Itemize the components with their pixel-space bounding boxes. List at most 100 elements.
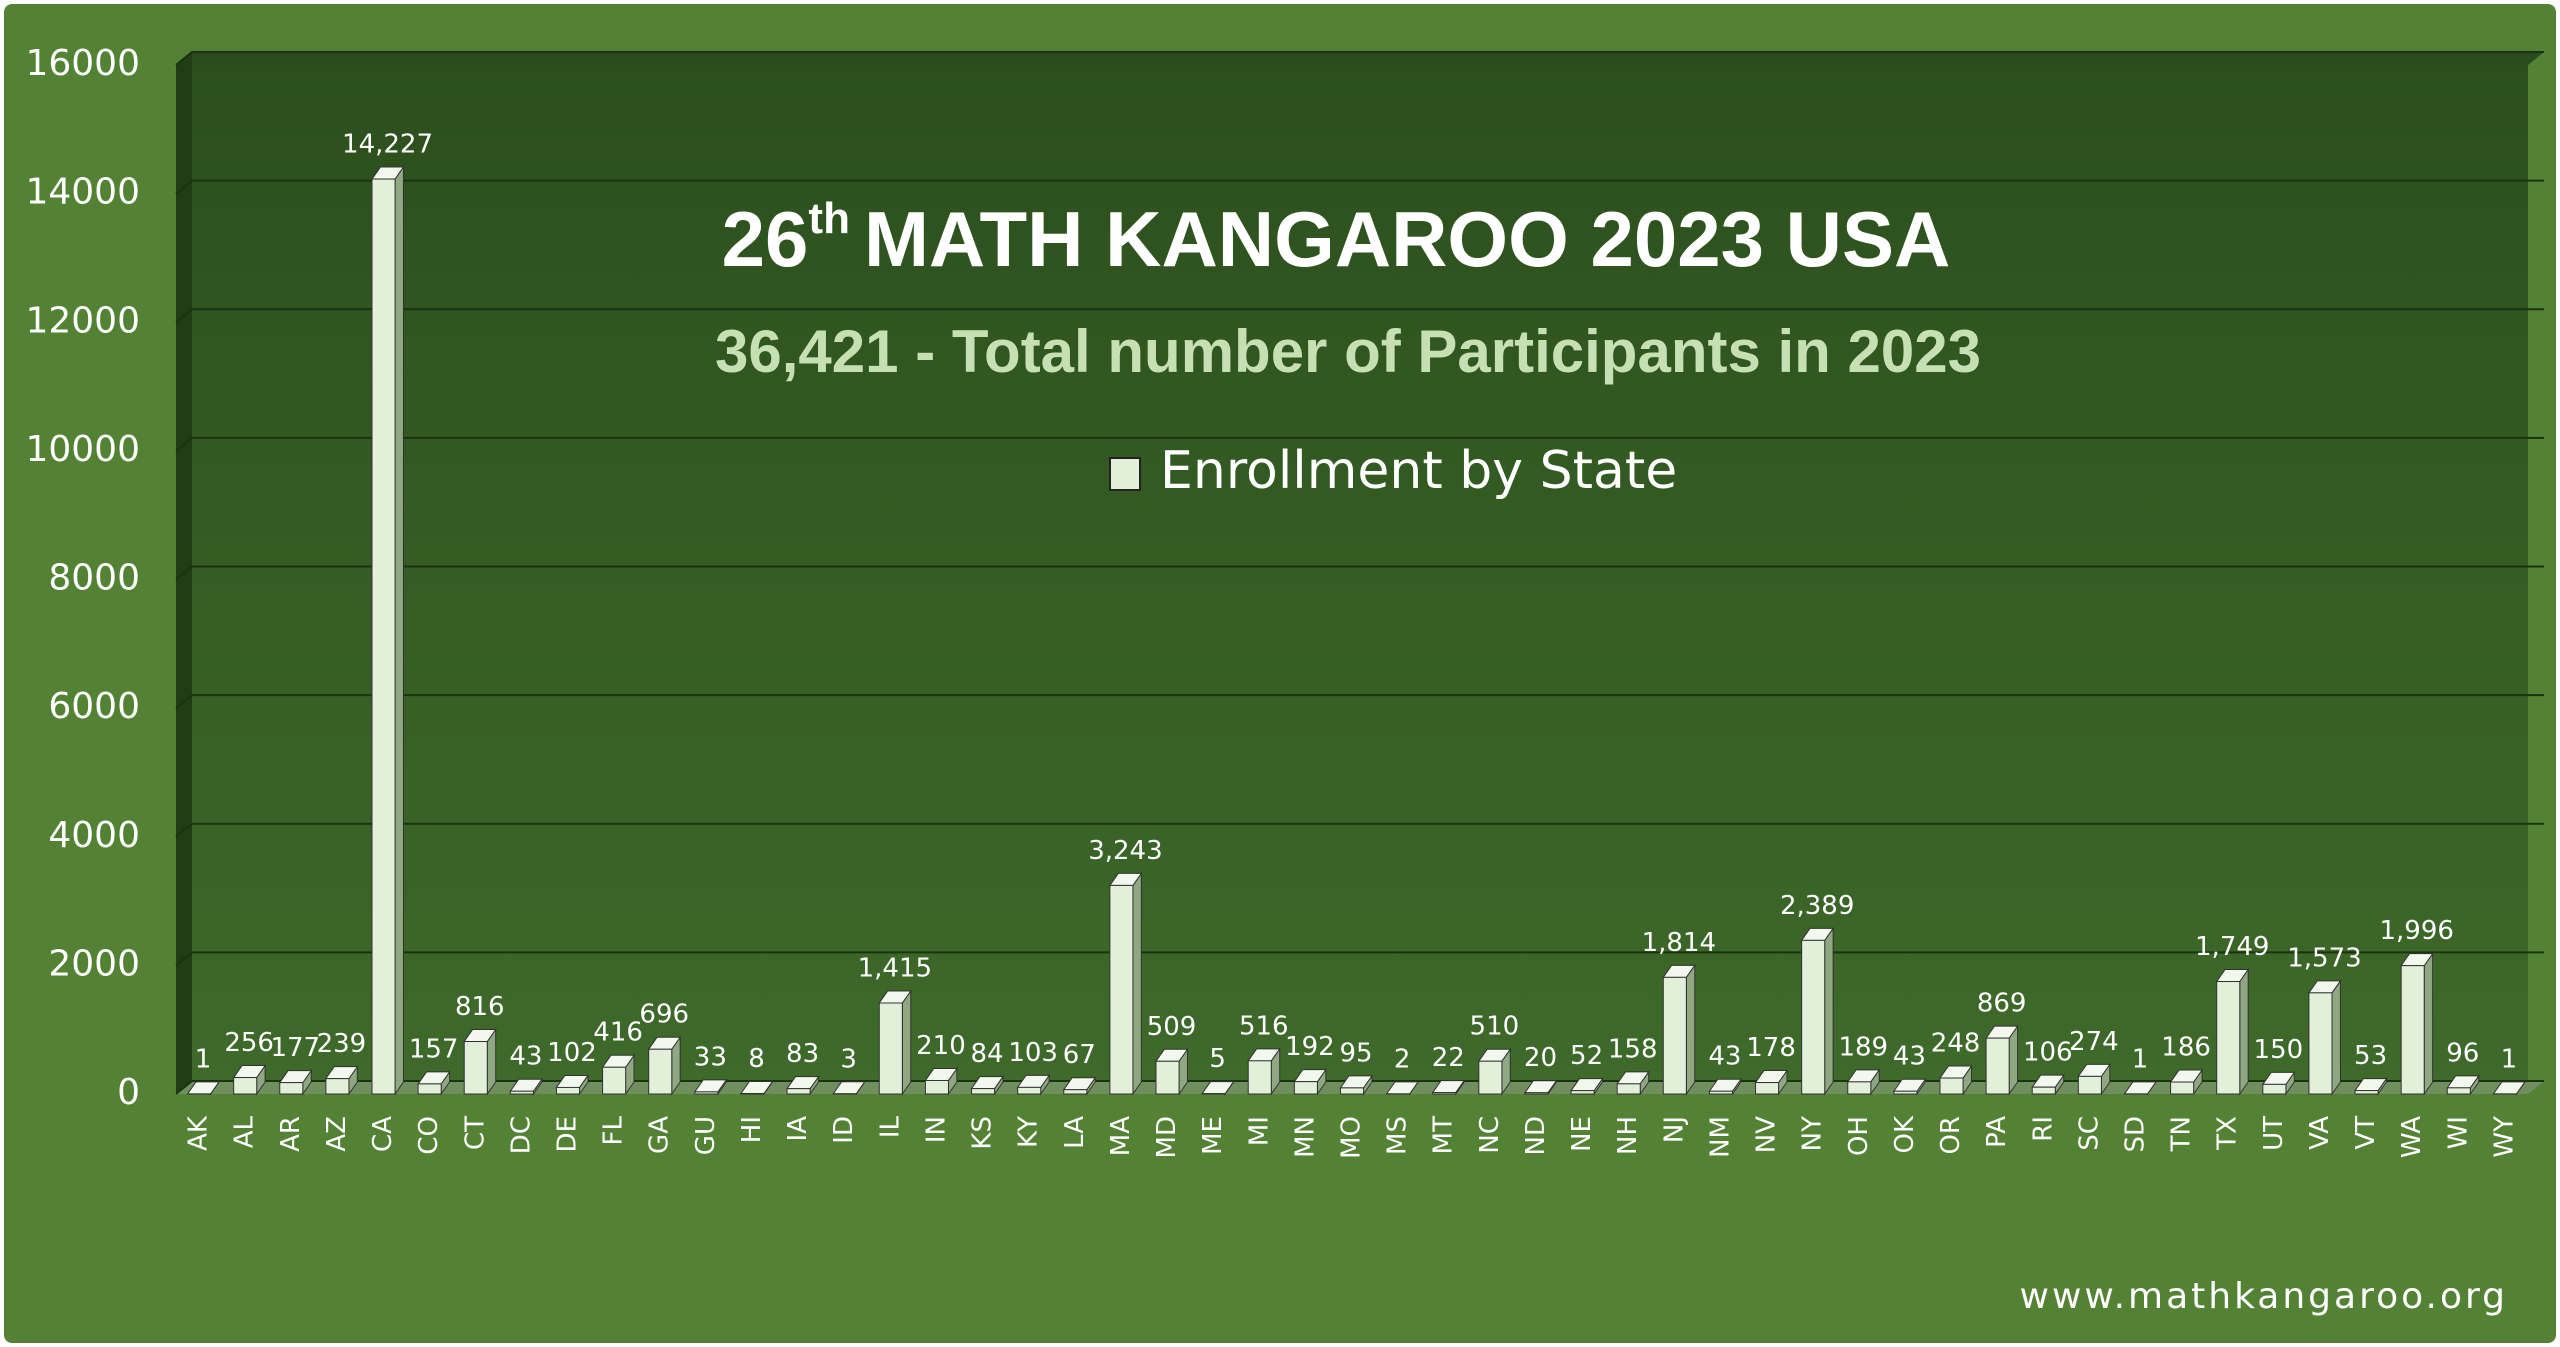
value-label: 516	[1239, 1011, 1289, 1041]
bar	[2262, 1083, 2287, 1095]
x-tick-label: NE	[1567, 1116, 1597, 1152]
bar-side	[1685, 963, 1696, 1096]
x-tick-label: CO	[414, 1116, 444, 1155]
value-label: 2	[1394, 1044, 1411, 1074]
bar	[1017, 1086, 1042, 1095]
chart-subtitle: 36,421 - Total number of Participants in…	[715, 318, 1981, 385]
x-tick-label: VA	[2305, 1116, 2335, 1150]
x-tick-label: TN	[2167, 1116, 2197, 1152]
bar-side	[394, 165, 404, 1096]
x-tick-label: NV	[1752, 1116, 1782, 1153]
x-tick-label: GU	[691, 1116, 721, 1155]
y-tick-label: 8000	[48, 558, 140, 599]
bar-side	[2239, 967, 2249, 1096]
value-label: 53	[2354, 1041, 2387, 1071]
value-label: 3	[840, 1044, 857, 1074]
value-label: 43	[1893, 1042, 1926, 1072]
value-label: 210	[916, 1031, 966, 1061]
bar	[233, 1077, 258, 1095]
x-tick-label: ME	[1198, 1116, 1228, 1155]
x-tick-label: DE	[553, 1116, 583, 1152]
x-tick-label: IL	[875, 1115, 905, 1138]
x-tick-label: CT	[460, 1116, 490, 1150]
x-tick-label: SC	[2074, 1116, 2104, 1151]
x-tick-label: NC	[1475, 1116, 1505, 1154]
value-label: 22	[1432, 1043, 1465, 1073]
value-label: 177	[270, 1033, 320, 1063]
bar	[1339, 1087, 1365, 1095]
x-tick-label: MA	[1106, 1116, 1136, 1156]
grid-line	[175, 565, 2544, 581]
x-tick-label: ID	[829, 1116, 859, 1144]
x-tick-label: NY	[1798, 1116, 1828, 1151]
y-tick-label: 16000	[25, 43, 140, 84]
y-tick-label: 14000	[25, 172, 140, 213]
x-tick-label: RI	[2028, 1116, 2058, 1142]
bar	[1939, 1077, 1964, 1095]
value-label: 1	[2501, 1044, 2518, 1074]
value-label: 43	[509, 1042, 542, 1072]
bar	[1524, 1092, 1549, 1095]
value-label: 83	[786, 1039, 819, 1069]
value-label: 8	[748, 1044, 765, 1074]
chart-title: 26th MATH KANGAROO 2023 USA	[722, 194, 1951, 283]
bar	[1662, 976, 1687, 1095]
value-label: 106	[2023, 1038, 2073, 1068]
grid-line	[175, 694, 2544, 709]
bar	[1063, 1089, 1088, 1095]
bar	[279, 1082, 304, 1095]
value-label: 1	[2132, 1044, 2149, 1074]
x-tick-label: IA	[783, 1116, 813, 1142]
bar	[971, 1088, 996, 1095]
value-label: 84	[971, 1039, 1004, 1069]
x-tick-label: KY	[1014, 1116, 1044, 1148]
x-tick-label: MI	[1244, 1116, 1274, 1146]
x-tick-label: ND	[1521, 1116, 1551, 1155]
x-tick-label: UT	[2259, 1116, 2289, 1151]
grid-line	[175, 308, 2544, 324]
title-text: MATH KANGAROO 2023 USA	[864, 195, 1950, 283]
bar-side	[1132, 871, 1142, 1096]
y-tick-label: 2000	[48, 943, 140, 984]
x-tick-label: MN	[1290, 1116, 1320, 1158]
bar	[786, 1088, 811, 1095]
bar	[1801, 939, 1826, 1095]
value-label: 150	[2254, 1035, 2304, 1065]
value-label: 869	[1977, 989, 2027, 1019]
grid-line	[175, 951, 2544, 967]
value-label: 43	[1708, 1042, 1741, 1072]
value-label: 248	[1931, 1029, 1981, 1059]
x-tick-label: MS	[1383, 1116, 1413, 1155]
bar	[1109, 884, 1134, 1095]
title-suffix: th	[808, 194, 850, 243]
value-label: 256	[224, 1028, 274, 1058]
value-label: 1	[195, 1044, 212, 1074]
x-tick-label: MD	[1152, 1116, 1182, 1158]
value-label: 178	[1746, 1033, 1796, 1063]
y-tick-label: 10000	[25, 429, 140, 470]
bar	[371, 178, 396, 1095]
value-label: 95	[1339, 1038, 1372, 1068]
value-label: 816	[455, 992, 505, 1022]
value-label: 20	[1524, 1043, 1557, 1073]
value-label: 158	[1608, 1034, 1658, 1064]
grid-line	[175, 179, 2544, 195]
value-label: 96	[2446, 1038, 2479, 1068]
bar	[648, 1048, 673, 1095]
y-tick-label: 12000	[25, 300, 140, 341]
bar	[1893, 1090, 1918, 1095]
x-tick-label: MT	[1429, 1116, 1459, 1154]
bar	[602, 1066, 627, 1095]
value-label: 103	[1008, 1038, 1058, 1068]
bar	[1708, 1090, 1733, 1095]
value-label: 274	[2069, 1027, 2119, 1057]
value-label: 67	[1063, 1040, 1096, 1070]
x-tick-label: NM	[1705, 1116, 1735, 1158]
value-label: 509	[1147, 1012, 1197, 1042]
value-label: 1,415	[858, 953, 932, 983]
value-label: 192	[1285, 1032, 1335, 1062]
grid-line	[175, 822, 2544, 838]
bar-side	[2423, 952, 2434, 1096]
x-tick-label: HI	[737, 1116, 767, 1143]
